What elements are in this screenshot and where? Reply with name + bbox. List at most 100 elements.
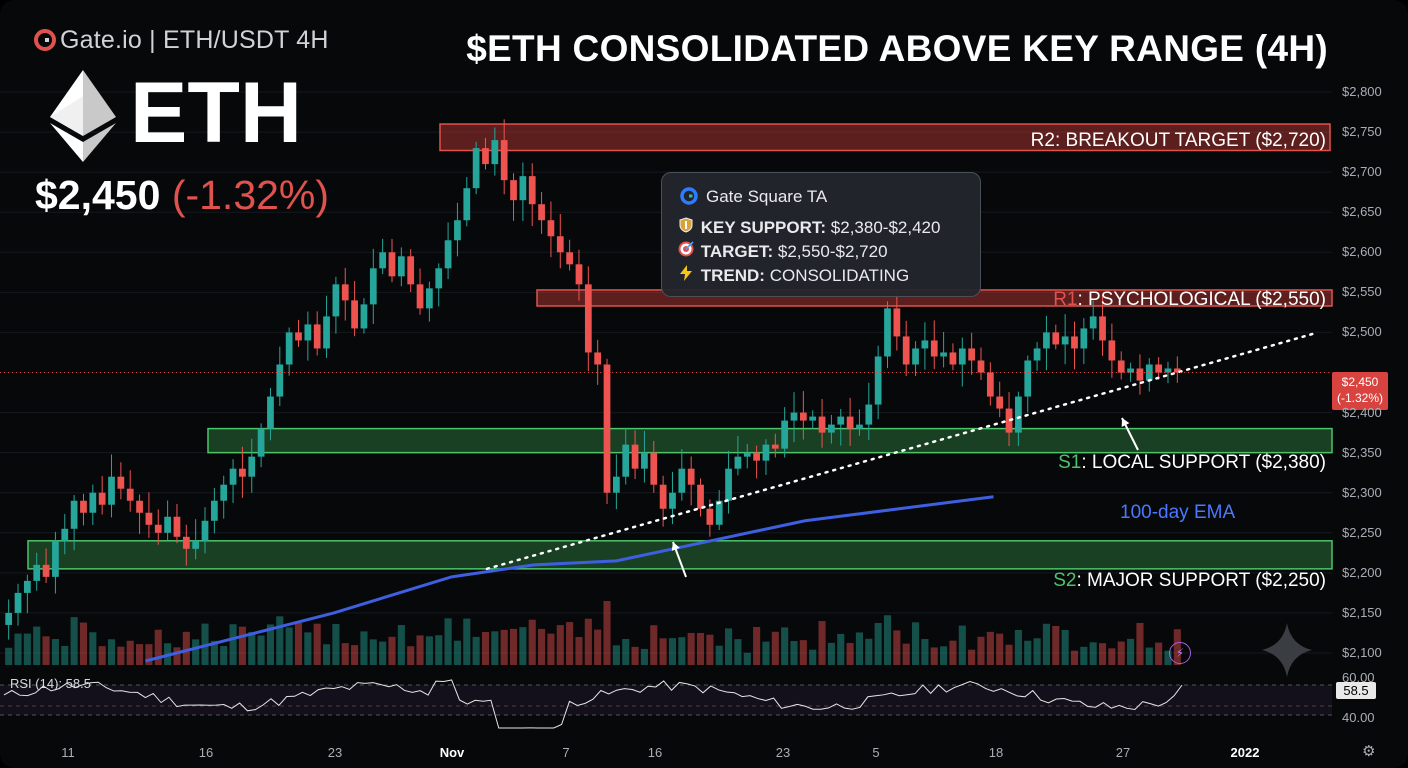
volume-bar xyxy=(958,625,966,665)
volume-bar xyxy=(285,627,293,665)
rsi-band xyxy=(0,685,1332,715)
candle-body xyxy=(715,500,723,525)
volume-bar xyxy=(1005,644,1013,665)
volume-bar xyxy=(491,631,499,665)
candle-body xyxy=(902,336,910,365)
volume-bar xyxy=(248,632,256,665)
candle-body xyxy=(154,524,162,533)
volume-bar xyxy=(89,632,97,665)
volume-bar xyxy=(509,628,518,665)
volume-bar xyxy=(659,638,667,665)
volume-bar xyxy=(668,638,677,665)
volume-bar xyxy=(809,649,817,665)
candle-body xyxy=(472,148,480,189)
candle-body xyxy=(762,444,770,461)
volume-bar xyxy=(1052,626,1060,665)
volume-bar xyxy=(762,641,770,665)
candle-body xyxy=(734,456,742,469)
alert-bolt-icon[interactable]: ⚡ xyxy=(1169,642,1191,664)
ema-label: 100-day EMA xyxy=(1120,502,1236,523)
candle-body xyxy=(809,416,817,421)
volume-bar xyxy=(921,639,929,665)
volume-bar xyxy=(1070,650,1079,665)
volume-bar xyxy=(715,645,723,665)
candle-body xyxy=(1052,332,1060,345)
volume-bar xyxy=(1155,642,1163,665)
volume-bar xyxy=(706,634,714,665)
candle-body xyxy=(510,180,517,201)
rsi-axis-40: 40.00 xyxy=(1342,710,1375,725)
volume-bar xyxy=(696,632,705,665)
candle-body xyxy=(631,444,639,469)
volume-bar xyxy=(481,631,490,665)
candle-body xyxy=(397,256,405,277)
volume-bar xyxy=(594,629,602,665)
date-tick-label: 2022 xyxy=(1230,745,1260,760)
candle-body xyxy=(884,308,891,357)
candle-body xyxy=(323,316,330,349)
arrow-s2-head xyxy=(671,542,680,551)
candle-body xyxy=(108,476,115,505)
volume-bar xyxy=(220,646,228,665)
price-value: $2,450 xyxy=(35,172,161,218)
date-tick-label: 27 xyxy=(1115,745,1131,760)
candle-body xyxy=(519,176,527,201)
volume-bar xyxy=(229,624,237,665)
volume-bar xyxy=(500,629,508,665)
target-icon xyxy=(676,241,696,260)
pair-label: | ETH/USDT 4H xyxy=(149,26,329,54)
zone-tag: S1 xyxy=(1058,452,1082,473)
volume-bar xyxy=(846,642,854,665)
volume-bar xyxy=(781,627,789,665)
price-tick-label: $2,500 xyxy=(1342,324,1382,340)
volume-bar xyxy=(14,633,22,665)
date-tick-label: 16 xyxy=(198,745,214,760)
date-tick-label: 5 xyxy=(872,745,880,760)
volume-bar xyxy=(753,626,761,665)
candle-body xyxy=(556,236,564,253)
volume-bar xyxy=(416,635,424,665)
candle-body xyxy=(584,284,592,353)
volume-bar xyxy=(23,633,31,665)
candle-body xyxy=(958,348,966,365)
zone-tag: S2 xyxy=(1053,570,1077,591)
settings-gear-icon[interactable]: ⚙ xyxy=(1362,743,1376,760)
price-tick-label: $2,800 xyxy=(1342,84,1382,99)
volume-bar xyxy=(322,644,331,665)
candle-body xyxy=(379,252,387,269)
price-tick-label: $2,100 xyxy=(1342,645,1382,660)
volume-bar xyxy=(519,627,527,665)
candle-body xyxy=(182,536,190,549)
candle-body xyxy=(164,516,171,533)
bolt-icon xyxy=(676,265,696,284)
candle-body xyxy=(678,468,686,493)
candle-body xyxy=(117,476,125,489)
ta-row-label: TREND: xyxy=(700,266,765,285)
price-tick-label: $2,300 xyxy=(1342,484,1382,500)
ema-line xyxy=(144,495,994,663)
candle-body xyxy=(267,396,274,429)
candle-body xyxy=(61,528,69,541)
date-tick-label: Nov xyxy=(439,745,465,760)
zone-tag: R1 xyxy=(1053,289,1078,310)
zone-s1 xyxy=(207,427,1333,454)
volume-bar xyxy=(986,631,994,665)
volume-bar xyxy=(192,639,200,665)
candle-body xyxy=(930,340,938,357)
volume-bar xyxy=(930,647,938,665)
candle-body xyxy=(697,484,704,509)
candle-body xyxy=(500,140,508,181)
volume-bar xyxy=(650,625,658,665)
coin-ticker: ETH xyxy=(130,65,302,161)
volume-bar xyxy=(51,639,59,665)
candle-body xyxy=(369,268,377,305)
volume-bar xyxy=(33,626,41,665)
volume-bar xyxy=(631,646,639,665)
volume-bar xyxy=(79,622,88,665)
volume-bar xyxy=(1089,642,1097,665)
volume-bar xyxy=(210,640,218,665)
candle-body xyxy=(622,444,630,477)
candle-body xyxy=(42,564,50,577)
volume-bar xyxy=(1127,638,1135,665)
